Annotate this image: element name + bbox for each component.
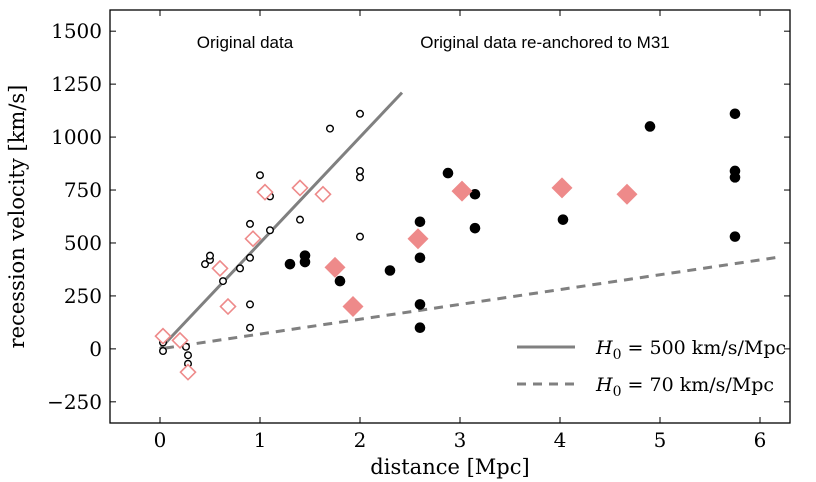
point-filled-circle	[729, 172, 741, 183]
point-filled-circle	[299, 256, 311, 268]
point-open-circle	[218, 277, 227, 286]
point-open-diamond	[244, 230, 262, 248]
point-filled-circle	[414, 216, 426, 228]
point-open-circle	[356, 109, 365, 118]
plot-area-frame	[109, 9, 791, 424]
point-open-circle	[200, 260, 209, 269]
point-filled-circle	[414, 252, 426, 264]
x-tick-label: 4	[554, 428, 567, 452]
y-tick-label: −250	[47, 390, 102, 414]
y-tick-label: 0	[89, 337, 102, 361]
point-filled-circle	[284, 258, 296, 270]
point-open-circle	[245, 300, 254, 309]
point-open-diamond	[256, 183, 274, 201]
point-open-circle	[266, 226, 275, 235]
point-filled-circle	[384, 265, 396, 276]
point-filled-diamond	[451, 180, 473, 202]
point-open-diamond	[179, 363, 197, 381]
point-open-circle	[296, 215, 305, 224]
point-open-circle	[356, 166, 365, 175]
y-tick-label: 1000	[51, 125, 102, 149]
data-points	[154, 108, 741, 381]
point-filled-circle	[442, 167, 454, 179]
point-open-diamond	[211, 259, 229, 278]
fit-line-h0-70	[164, 255, 781, 350]
point-filled-circle	[469, 222, 481, 234]
point-open-circle	[245, 323, 254, 332]
x-tick-label: 3	[454, 428, 467, 452]
x-tick-label: 0	[154, 428, 167, 452]
x-tick-label: 2	[354, 428, 367, 452]
point-open-diamond	[314, 185, 332, 203]
point-open-circle	[356, 173, 365, 182]
labels: distance [Mpc] recession velocity [km/s]…	[5, 33, 670, 479]
y-tick-label: 1500	[51, 19, 102, 43]
legend: H0 = 500 km/s/Mpc H0 = 70 km/s/Mpc	[517, 337, 786, 400]
y-tick-label: 750	[64, 178, 102, 202]
x-axis-label: distance [Mpc]	[370, 455, 529, 479]
y-tick-label: 1250	[51, 72, 102, 96]
point-filled-circle	[334, 275, 346, 287]
point-open-circle	[326, 124, 335, 133]
legend-label-1: H0 = 70 km/s/Mpc	[595, 374, 774, 400]
point-open-diamond	[291, 179, 309, 197]
annotation-original-data: Original data	[197, 33, 294, 52]
point-open-circle	[235, 264, 244, 273]
point-open-diamond	[171, 331, 189, 350]
point-open-circle	[181, 342, 190, 351]
x-tick-label: 6	[754, 428, 767, 452]
annotation-reanchored-data: Original data re-anchored to M31	[420, 33, 669, 52]
point-filled-circle	[557, 214, 569, 225]
fit-lines	[158, 91, 781, 350]
fit-line-h0-500	[158, 91, 404, 350]
y-axis-label: recession velocity [km/s]	[5, 85, 29, 349]
point-filled-diamond	[342, 296, 364, 318]
y-tick-label: 500	[64, 231, 102, 255]
point-open-circle	[245, 219, 254, 228]
point-filled-diamond	[407, 228, 429, 250]
ticks: 0 1 2 3 4 5 6 −250 0 250 500 750 1000 1250 1500	[47, 10, 790, 452]
legend-label-0: H0 = 500 km/s/Mpc	[595, 337, 786, 363]
point-open-circle	[205, 251, 214, 260]
point-filled-diamond	[324, 256, 346, 278]
axes	[109, 9, 791, 424]
y-tick-label: 250	[64, 284, 102, 308]
point-open-circle	[256, 171, 265, 180]
x-tick-label: 5	[654, 428, 667, 452]
point-open-circle	[183, 351, 192, 360]
point-filled-circle	[469, 188, 481, 200]
point-filled-circle	[414, 299, 426, 310]
point-filled-circle	[729, 231, 741, 242]
point-filled-diamond	[616, 183, 638, 205]
point-open-circle	[158, 346, 167, 355]
point-open-diamond	[154, 327, 172, 345]
point-filled-circle	[729, 108, 741, 120]
point-open-circle	[356, 232, 365, 241]
point-filled-circle	[644, 121, 656, 132]
point-open-circle	[245, 253, 254, 262]
point-open-diamond	[219, 297, 237, 316]
x-tick-label: 1	[254, 428, 267, 452]
point-filled-diamond	[551, 177, 573, 199]
point-filled-circle	[414, 322, 426, 333]
